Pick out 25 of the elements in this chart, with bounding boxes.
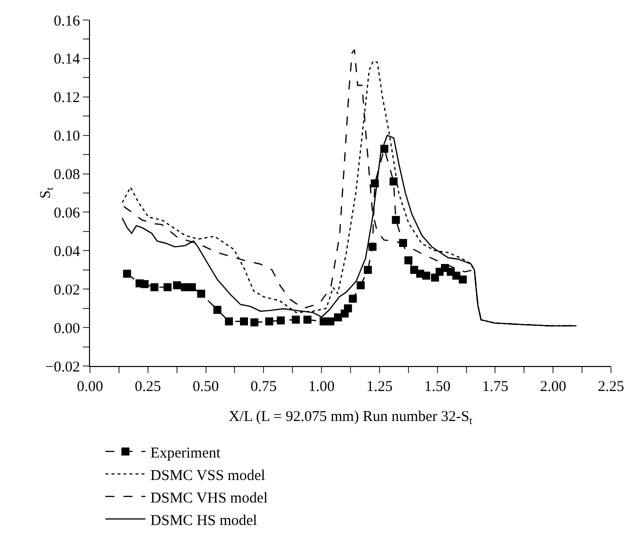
x-tick-label: 1.25	[366, 379, 393, 395]
y-tick-label: 0.10	[54, 128, 80, 145]
y-tick-label: 0.16	[54, 13, 80, 30]
legend-label: Experiment	[150, 445, 222, 462]
y-tick-label: 0.08	[54, 167, 80, 184]
x-tick-label: 0.75	[250, 379, 277, 395]
y-tick-label: −0.02	[45, 359, 80, 376]
y-tick-label: 0.12	[54, 90, 80, 106]
legend-label: DSMC VSS model	[150, 468, 266, 484]
x-tick-label: 2.00	[540, 379, 566, 395]
x-tick-label: 2.25	[598, 379, 624, 395]
legend-label: DSMC VHS model	[150, 490, 268, 506]
x-tick-label: 0.00	[76, 379, 104, 395]
y-tick-label: 0.14	[54, 52, 80, 68]
x-tick-label: 1.50	[424, 379, 450, 395]
y-tick-label: 0.00	[54, 320, 80, 337]
x-tick-label: 1.00	[308, 379, 335, 395]
y-tick-label: 0.02	[54, 282, 80, 298]
y-tick-label: 0.06	[54, 205, 80, 222]
x-tick-label: 1.75	[482, 379, 508, 395]
y-tick-label: 0.04	[54, 244, 80, 260]
legend-label: DSMC HS model	[150, 512, 258, 529]
x-tick-label: 0.25	[134, 379, 162, 395]
x-tick-label: 0.50	[192, 379, 219, 395]
x-axis-title: X/L (L = 92.075 mm) Run number 32-S$_{t}$	[228, 409, 472, 428]
